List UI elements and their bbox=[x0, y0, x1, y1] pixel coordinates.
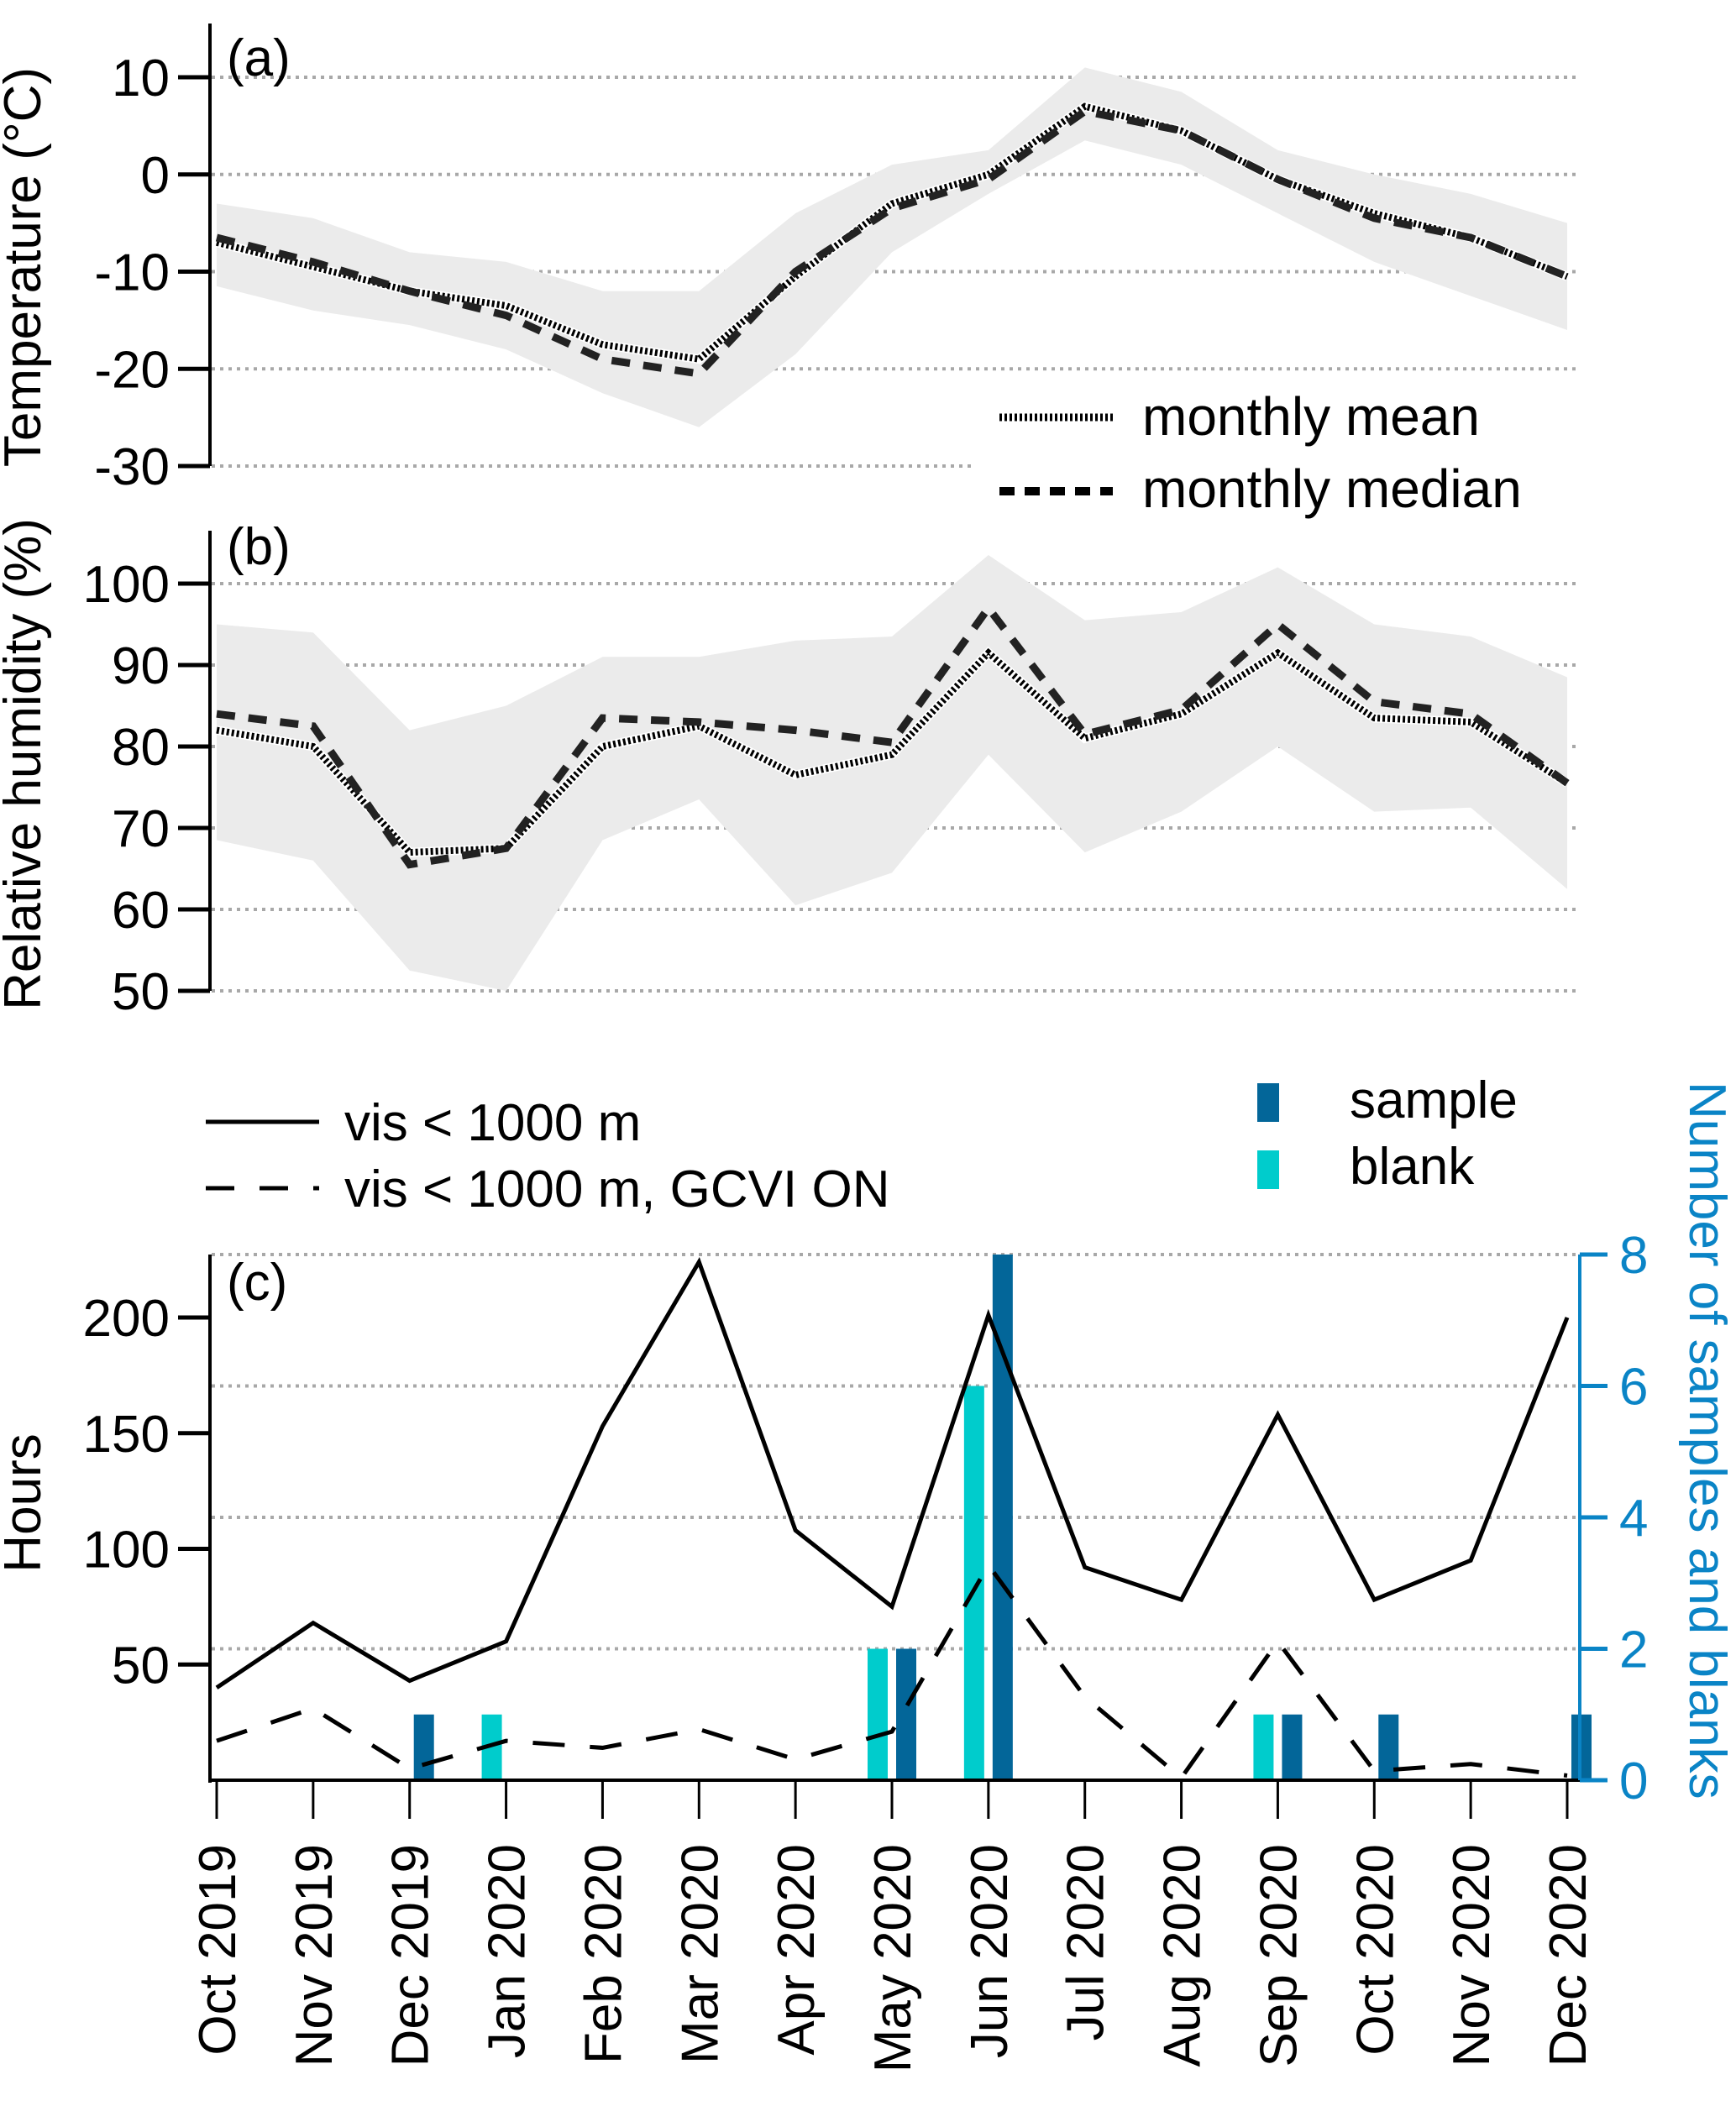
legend-label-vis-gcvi: vis < 1000 m, GCVI ON bbox=[344, 1160, 890, 1218]
y-tick-label: 60 bbox=[112, 882, 170, 940]
bar-sample bbox=[896, 1648, 916, 1780]
bar-blank bbox=[1253, 1714, 1274, 1780]
x-tick-label: Aug 2020 bbox=[1154, 1844, 1212, 2067]
y-tick-label: 70 bbox=[112, 800, 170, 858]
legend-label-blank: blank bbox=[1350, 1138, 1475, 1196]
x-tick-label: Jan 2020 bbox=[479, 1844, 537, 2058]
bar-blank bbox=[868, 1648, 888, 1780]
y-tick-label: 10 bbox=[112, 50, 170, 107]
y-tick-label: -20 bbox=[94, 341, 170, 399]
y-tick-label: 150 bbox=[83, 1406, 170, 1464]
bar-sample bbox=[413, 1714, 434, 1780]
panel-label: (a) bbox=[227, 29, 291, 87]
x-tick-label: Sep 2020 bbox=[1250, 1844, 1308, 2067]
y2-tick-label: 6 bbox=[1619, 1359, 1648, 1417]
x-tick-label: Dec 2019 bbox=[382, 1844, 440, 2067]
y-tick-label: 100 bbox=[83, 1522, 170, 1580]
panel-label: (b) bbox=[227, 518, 291, 576]
panel-b-humidity: 100 90 80 70 60 50 (b) Relative humidity (%) bbox=[0, 518, 1581, 1021]
legend-label-median: monthly median bbox=[1142, 458, 1522, 519]
x-tick-label: Apr 2020 bbox=[768, 1844, 826, 2056]
y2-axis-title: Number of samples and blanks bbox=[1678, 1082, 1736, 1800]
y-axis-title: Temperature (°C) bbox=[0, 67, 52, 467]
series-line-median bbox=[216, 601, 1570, 869]
legend-swatch-sample bbox=[1257, 1083, 1279, 1122]
y-tick-label: 50 bbox=[112, 1637, 170, 1695]
y-tick-label: 90 bbox=[112, 637, 170, 695]
panel-a-temperature: 10 0 -10 -20 -30 (a) Temperature (°C) monthly m… bbox=[0, 24, 1581, 519]
x-tick-label: Jun 2020 bbox=[961, 1844, 1019, 2058]
y-tick-label: 50 bbox=[112, 963, 170, 1021]
y-tick-label: 200 bbox=[83, 1290, 170, 1348]
y2-tick-label: 4 bbox=[1619, 1490, 1648, 1548]
y2-tick-label: 0 bbox=[1619, 1752, 1648, 1810]
panel-c-visibility: 50 100 150 200 0 2 4 6 8 Number of samples and bl… bbox=[0, 1071, 1736, 1810]
legend-label-mean: monthly mean bbox=[1142, 386, 1480, 447]
x-tick-label: Oct 2020 bbox=[1346, 1844, 1404, 2056]
x-axis-months: Oct 2019 Nov 2019 Dec 2019 Jan 2020 Feb 2020… bbox=[189, 1780, 1597, 2072]
legend-label-sample: sample bbox=[1350, 1071, 1518, 1129]
x-tick-label: May 2020 bbox=[864, 1844, 922, 2072]
series-line-vis bbox=[215, 1257, 1570, 1690]
x-tick-label: Oct 2019 bbox=[189, 1844, 247, 2056]
y2-tick-label: 8 bbox=[1619, 1227, 1648, 1285]
legend-label-vis: vis < 1000 m bbox=[344, 1094, 641, 1152]
series-line-median bbox=[215, 107, 1569, 378]
y-tick-label: 0 bbox=[141, 147, 170, 205]
range-band bbox=[217, 67, 1567, 427]
y-tick-label: -10 bbox=[94, 244, 170, 302]
y2-tick-label: 2 bbox=[1619, 1621, 1648, 1679]
legend-swatch-blank bbox=[1257, 1150, 1279, 1189]
x-tick-label: Mar 2020 bbox=[671, 1844, 729, 2064]
panel-label: (c) bbox=[227, 1254, 287, 1312]
y-tick-label: 100 bbox=[83, 556, 170, 614]
y-axis-title: Relative humidity (%) bbox=[0, 518, 52, 1010]
series-line-vis-gcvi bbox=[216, 1561, 1568, 1781]
y-axis-title: Hours bbox=[0, 1433, 52, 1572]
range-band bbox=[217, 555, 1567, 991]
x-tick-label: Nov 2020 bbox=[1443, 1844, 1501, 2067]
x-tick-label: Feb 2020 bbox=[574, 1844, 632, 2064]
bar-sample bbox=[992, 1255, 1013, 1780]
bar-blank bbox=[963, 1386, 984, 1780]
x-tick-label: Jul 2020 bbox=[1057, 1844, 1115, 2041]
y-tick-label: 80 bbox=[112, 719, 170, 777]
y-tick-label: -30 bbox=[94, 438, 170, 496]
x-tick-label: Dec 2020 bbox=[1539, 1844, 1597, 2067]
series-line-mean bbox=[216, 647, 1570, 857]
bar-sample bbox=[1282, 1714, 1303, 1780]
x-tick-label: Nov 2019 bbox=[286, 1844, 344, 2067]
